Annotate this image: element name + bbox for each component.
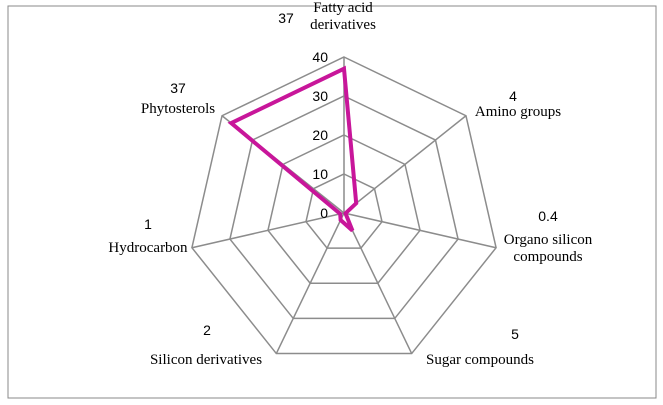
chart-border (7, 5, 657, 399)
category-label: Organo silicon compounds (503, 232, 593, 265)
value-label: 2 (203, 322, 211, 338)
grid-ring (191, 56, 497, 355)
radar-line (227, 65, 359, 233)
category-label: Hydrocarbon (108, 240, 188, 256)
value-label: 37 (278, 10, 294, 26)
y-tick-label: 30 (312, 88, 328, 104)
value-label: 5 (511, 326, 519, 342)
category-label: Fatty acid derivatives (310, 0, 376, 33)
y-tick-label: 10 (312, 166, 328, 182)
spoke (343, 212, 413, 354)
y-tick-label: 40 (312, 49, 328, 65)
category-label: Amino groups (474, 104, 562, 120)
value-label: 37 (170, 80, 186, 96)
grid-ring (229, 95, 459, 320)
y-tick-label: 0 (320, 205, 328, 221)
grid-ring (267, 134, 421, 285)
spoke (191, 212, 345, 249)
value-label: 4 (509, 88, 517, 104)
spoke (343, 212, 497, 249)
category-label: Phytosterols (140, 101, 216, 117)
category-label: Sugar compounds (426, 352, 534, 368)
value-label: 1 (144, 216, 152, 232)
spoke (275, 212, 345, 354)
category-label: Silicon derivatives (149, 352, 263, 368)
value-label: 0.4 (538, 208, 558, 224)
spoke (343, 115, 467, 214)
grid-ring (305, 173, 383, 249)
y-tick-label: 20 (312, 127, 328, 143)
